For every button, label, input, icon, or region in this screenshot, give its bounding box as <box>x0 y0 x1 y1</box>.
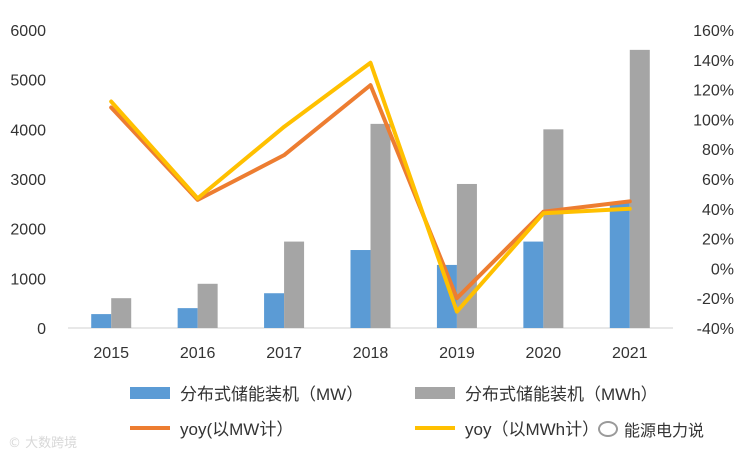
left-tick-label: 2000 <box>10 222 46 239</box>
right-tick-label: -20% <box>697 291 734 308</box>
left-tick-label: 3000 <box>10 172 46 189</box>
x-tick-label: 2015 <box>93 345 129 362</box>
watermark-left: © 大数跨境 <box>8 436 78 451</box>
bar-mwh <box>111 298 132 328</box>
bar-mwh <box>629 49 650 328</box>
bar-mw <box>609 202 630 328</box>
right-tick-label: 0% <box>711 261 734 278</box>
x-tick-label: 2017 <box>266 345 302 362</box>
right-tick-label: 40% <box>702 202 734 219</box>
left-tick-label: 1000 <box>10 271 46 288</box>
bar-mwh <box>543 129 564 328</box>
bar-mwh <box>284 241 305 328</box>
line-yoy-mwh <box>109 60 632 314</box>
left-tick-label: 4000 <box>10 122 46 139</box>
x-tick-label: 2016 <box>180 345 216 362</box>
wechat-logo-icon <box>598 421 618 437</box>
right-tick-label: 140% <box>693 53 734 70</box>
bar-mw <box>264 293 285 328</box>
left-tick-label: 6000 <box>10 23 46 40</box>
right-tick-label: -40% <box>697 321 734 338</box>
right-tick-label: 120% <box>693 83 734 100</box>
right-tick-label: 60% <box>702 172 734 189</box>
x-tick-label: 2020 <box>526 345 562 362</box>
x-tick-label: 2019 <box>439 345 475 362</box>
bar-mw <box>350 250 371 328</box>
right-tick-label: 20% <box>702 232 734 249</box>
x-tick-label: 2018 <box>353 345 389 362</box>
right-tick-label: 160% <box>693 23 734 40</box>
watermark-right-text: 能源电力说 <box>624 421 705 440</box>
bar-mwh <box>370 123 391 329</box>
bar-mw <box>177 308 198 328</box>
right-tick-label: 100% <box>693 112 734 129</box>
watermark-right: 能源电力说 <box>598 417 704 441</box>
bar-mwh <box>197 283 218 328</box>
bar-mw <box>91 314 112 328</box>
right-tick-label: 80% <box>702 142 734 159</box>
left-tick-label: 5000 <box>10 73 46 90</box>
x-tick-label: 2021 <box>612 345 648 362</box>
bar-mw <box>523 241 544 328</box>
left-tick-label: 0 <box>37 321 46 338</box>
